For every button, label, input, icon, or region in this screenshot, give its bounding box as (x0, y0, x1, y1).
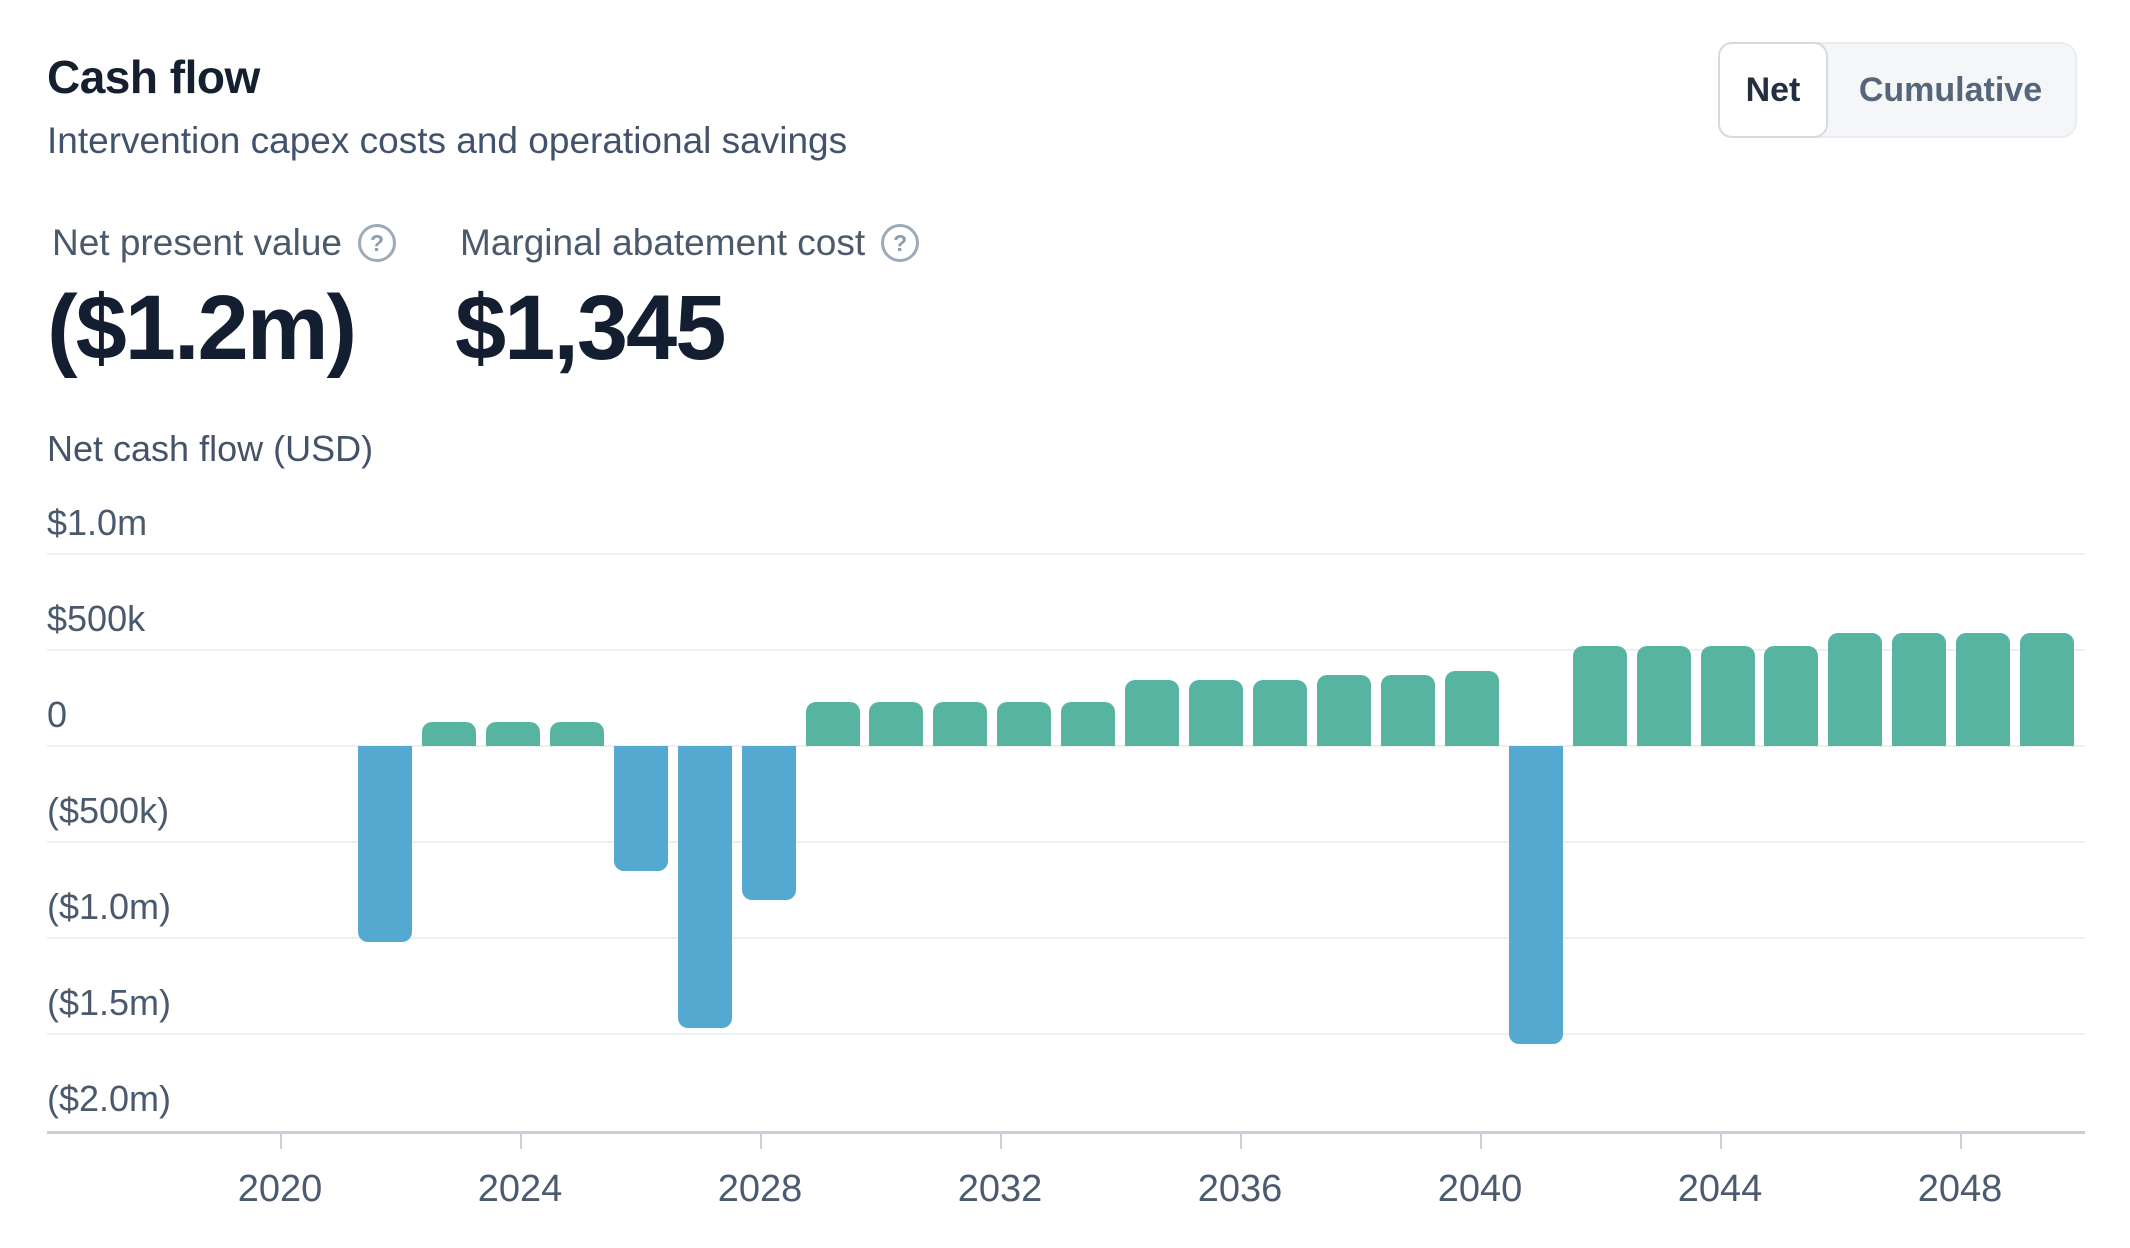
x-tick-label: 2032 (957, 1168, 1043, 1210)
y-tick-label: ($1.5m) (47, 982, 172, 1023)
gridline (47, 553, 2085, 555)
x-tick-label: 2040 (1437, 1168, 1523, 1210)
x-tick-label: 2048 (1917, 1168, 2003, 1210)
bar-2043[interactable] (1636, 646, 1691, 746)
page-title: Cash flow (47, 51, 260, 103)
x-tick-mark (1480, 1134, 1482, 1149)
bar-2031[interactable] (869, 701, 924, 746)
bar-2024[interactable] (421, 722, 476, 746)
stat-marginal-abatement-cost: Marginal abatement cost ? $1,345 (455, 222, 920, 381)
gridline (47, 649, 2085, 651)
bar-2033[interactable] (997, 701, 1052, 746)
bar-2029[interactable] (741, 746, 796, 900)
x-tick-mark (760, 1134, 762, 1149)
bar-2030[interactable] (805, 701, 860, 746)
page-subtitle: Intervention capex costs and operational… (47, 120, 848, 161)
gridline (47, 841, 2085, 843)
x-tick-mark (520, 1134, 522, 1149)
stat-label: Marginal abatement cost (460, 222, 866, 263)
stat-label: Net present value (52, 222, 343, 263)
stat-value: ($1.2m) (47, 277, 357, 379)
y-tick-label: ($2.0m) (47, 1078, 172, 1119)
bar-2046[interactable] (1828, 632, 1883, 746)
x-tick-label: 2024 (477, 1168, 563, 1210)
bar-2025[interactable] (485, 722, 540, 746)
bar-2034[interactable] (1061, 701, 1116, 746)
bar-2039[interactable] (1380, 674, 1435, 746)
y-tick-label: $500k (47, 598, 146, 639)
bar-2038[interactable] (1316, 674, 1371, 746)
x-tick-label: 2028 (717, 1168, 803, 1210)
x-tick-mark (280, 1134, 282, 1149)
bar-2040[interactable] (1444, 671, 1499, 746)
x-tick-label: 2020 (237, 1168, 323, 1210)
bar-2032[interactable] (933, 701, 988, 746)
bar-2035[interactable] (1125, 679, 1180, 746)
stat-net-present-value: Net present value ? ($1.2m) (47, 222, 397, 381)
bar-2028[interactable] (677, 746, 732, 1029)
bar-2048[interactable] (1956, 632, 2011, 746)
bar-2044[interactable] (1700, 646, 1755, 746)
net-cumulative-toggle[interactable]: Net Cumulative (1718, 42, 2077, 138)
x-tick-label: 2044 (1677, 1168, 1763, 1210)
bar-2047[interactable] (1892, 632, 1947, 746)
toggle-option-cumulative[interactable]: Cumulative (1858, 70, 2043, 109)
bar-2037[interactable] (1253, 679, 1308, 746)
bar-2027[interactable] (613, 746, 668, 871)
gridline (47, 745, 2085, 747)
x-tick-mark (1000, 1134, 1002, 1149)
bar-2049[interactable] (2020, 632, 2075, 746)
bar-2045[interactable] (1764, 646, 1819, 746)
x-tick-mark (1960, 1134, 1962, 1149)
x-tick-label: 2036 (1197, 1168, 1283, 1210)
y-tick-label: ($1.0m) (47, 886, 172, 927)
y-tick-label: ($500k) (47, 790, 170, 831)
bar-2042[interactable] (1572, 646, 1627, 746)
gridline (47, 937, 2085, 939)
y-tick-label: 0 (47, 694, 68, 735)
toggle-option-net[interactable]: Net (1718, 42, 1828, 138)
stat-value: $1,345 (455, 277, 726, 379)
question-circle-icon[interactable]: ? (881, 224, 920, 262)
bar-2026[interactable] (549, 722, 604, 746)
x-axis-line (47, 1131, 2085, 1134)
bar-2036[interactable] (1189, 679, 1244, 746)
question-circle-icon[interactable]: ? (358, 224, 397, 262)
x-tick-mark (1240, 1134, 1242, 1149)
y-axis-title: Net cash flow (USD) (47, 428, 374, 469)
y-tick-label: $1.0m (47, 502, 148, 543)
bar-2023[interactable] (358, 746, 412, 942)
bar-2041[interactable] (1508, 746, 1563, 1044)
gridline (47, 1033, 2085, 1035)
x-tick-mark (1720, 1134, 1722, 1149)
